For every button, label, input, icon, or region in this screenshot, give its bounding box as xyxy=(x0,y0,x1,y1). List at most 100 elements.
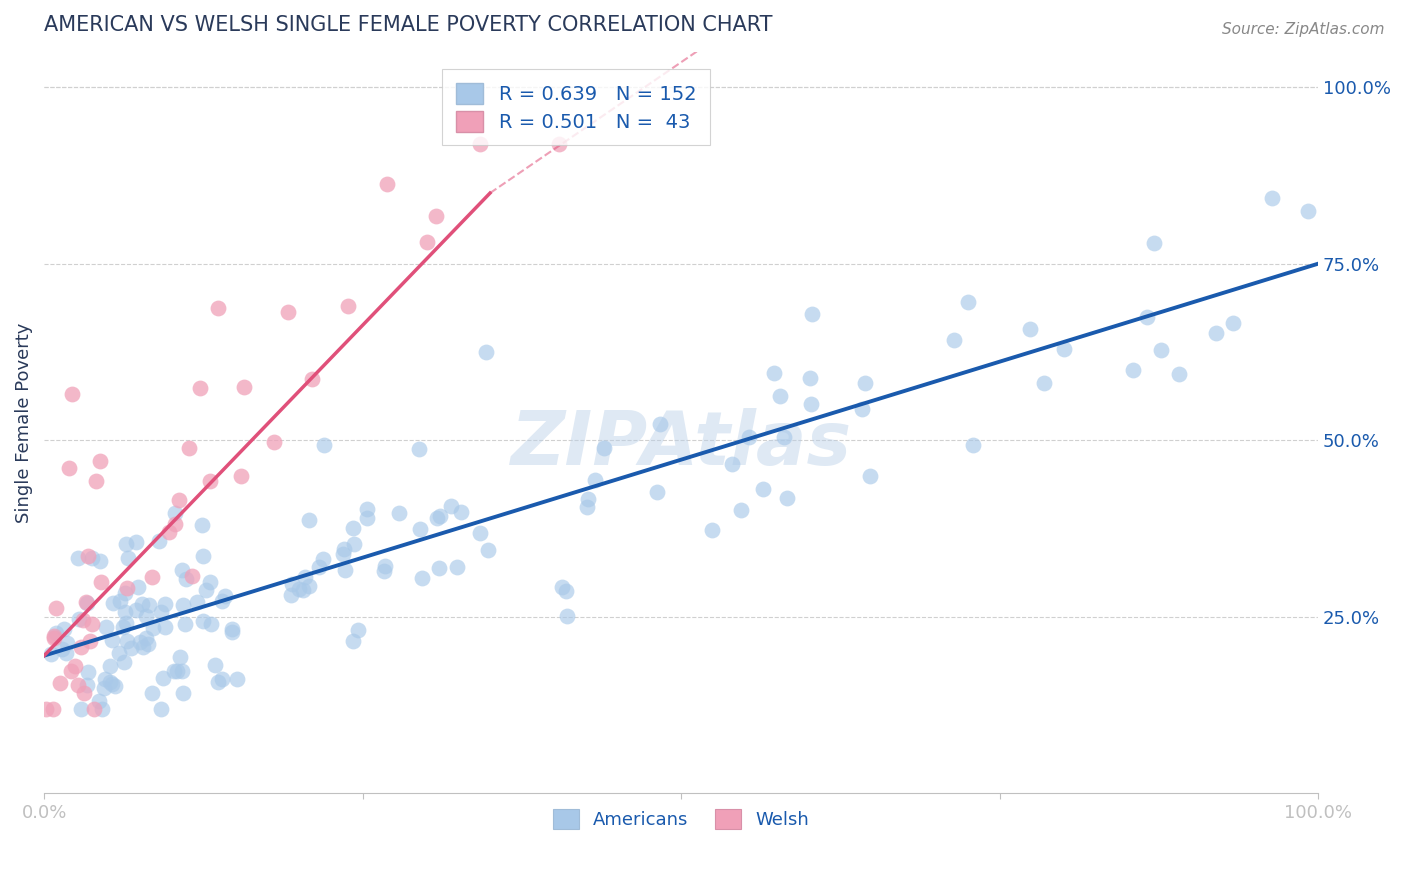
Point xyxy=(429,508,451,523)
Point xyxy=(211,594,233,608)
Point xyxy=(408,442,430,456)
Point xyxy=(166,664,188,678)
Point xyxy=(186,594,208,608)
Point xyxy=(181,568,204,582)
Point xyxy=(943,333,966,347)
Point xyxy=(104,679,127,693)
Point xyxy=(592,441,614,455)
Point xyxy=(76,678,98,692)
Point xyxy=(411,571,433,585)
Point xyxy=(79,633,101,648)
Point xyxy=(648,417,671,431)
Point xyxy=(555,583,578,598)
Point xyxy=(772,430,794,444)
Point xyxy=(94,620,117,634)
Point xyxy=(148,534,170,549)
Point xyxy=(207,675,229,690)
Point xyxy=(149,701,172,715)
Point xyxy=(90,574,112,589)
Point xyxy=(768,389,790,403)
Point xyxy=(409,522,432,536)
Point xyxy=(799,371,821,385)
Point xyxy=(450,505,472,519)
Point xyxy=(163,506,186,520)
Point xyxy=(427,561,450,575)
Point xyxy=(114,586,136,600)
Point xyxy=(576,500,599,514)
Point xyxy=(112,655,135,669)
Point xyxy=(103,596,125,610)
Point xyxy=(336,299,359,313)
Point xyxy=(63,658,86,673)
Point xyxy=(114,537,136,551)
Point xyxy=(1205,326,1227,340)
Point xyxy=(356,502,378,516)
Point xyxy=(44,626,66,640)
Point xyxy=(374,559,396,574)
Point xyxy=(776,491,799,505)
Point xyxy=(191,614,214,628)
Point xyxy=(172,599,194,613)
Point xyxy=(730,503,752,517)
Point xyxy=(115,582,138,596)
Point xyxy=(87,694,110,708)
Point xyxy=(42,631,65,645)
Point xyxy=(752,483,775,497)
Point xyxy=(136,637,159,651)
Point xyxy=(142,622,165,636)
Point xyxy=(58,461,80,475)
Point xyxy=(98,675,121,690)
Point xyxy=(1296,204,1319,219)
Point xyxy=(91,701,114,715)
Point xyxy=(263,434,285,449)
Point xyxy=(70,701,93,715)
Point xyxy=(138,598,160,612)
Point xyxy=(60,665,83,679)
Point xyxy=(332,547,354,561)
Point xyxy=(291,582,314,597)
Point xyxy=(281,577,304,591)
Point xyxy=(193,549,215,563)
Point xyxy=(347,623,370,637)
Point xyxy=(446,559,468,574)
Point xyxy=(100,677,122,691)
Point xyxy=(343,537,366,551)
Point xyxy=(56,636,79,650)
Point xyxy=(72,613,94,627)
Point xyxy=(153,620,176,634)
Point xyxy=(333,563,356,577)
Point xyxy=(416,235,439,249)
Point xyxy=(294,570,316,584)
Point xyxy=(135,609,157,624)
Point xyxy=(155,597,177,611)
Point xyxy=(333,542,356,557)
Point xyxy=(35,701,58,715)
Point xyxy=(52,622,75,636)
Point xyxy=(112,620,135,634)
Point xyxy=(188,381,211,395)
Point xyxy=(125,603,148,617)
Point xyxy=(297,513,319,527)
Point xyxy=(548,136,571,151)
Point xyxy=(157,525,180,540)
Point xyxy=(198,474,221,488)
Point xyxy=(45,601,67,615)
Point xyxy=(82,616,104,631)
Point xyxy=(211,672,233,686)
Point xyxy=(108,594,131,608)
Legend: Americans, Welsh: Americans, Welsh xyxy=(546,802,815,836)
Y-axis label: Single Female Poverty: Single Female Poverty xyxy=(15,322,32,523)
Point xyxy=(388,506,411,520)
Point xyxy=(83,701,105,715)
Point xyxy=(859,469,882,483)
Point xyxy=(207,301,229,316)
Point xyxy=(169,492,191,507)
Point xyxy=(172,664,194,678)
Point xyxy=(131,597,153,611)
Text: AMERICAN VS WELSH SINGLE FEMALE POVERTY CORRELATION CHART: AMERICAN VS WELSH SINGLE FEMALE POVERTY … xyxy=(44,15,773,35)
Point xyxy=(1222,316,1244,330)
Point xyxy=(700,524,723,538)
Point xyxy=(280,588,302,602)
Point xyxy=(84,474,107,488)
Text: Source: ZipAtlas.com: Source: ZipAtlas.com xyxy=(1222,22,1385,37)
